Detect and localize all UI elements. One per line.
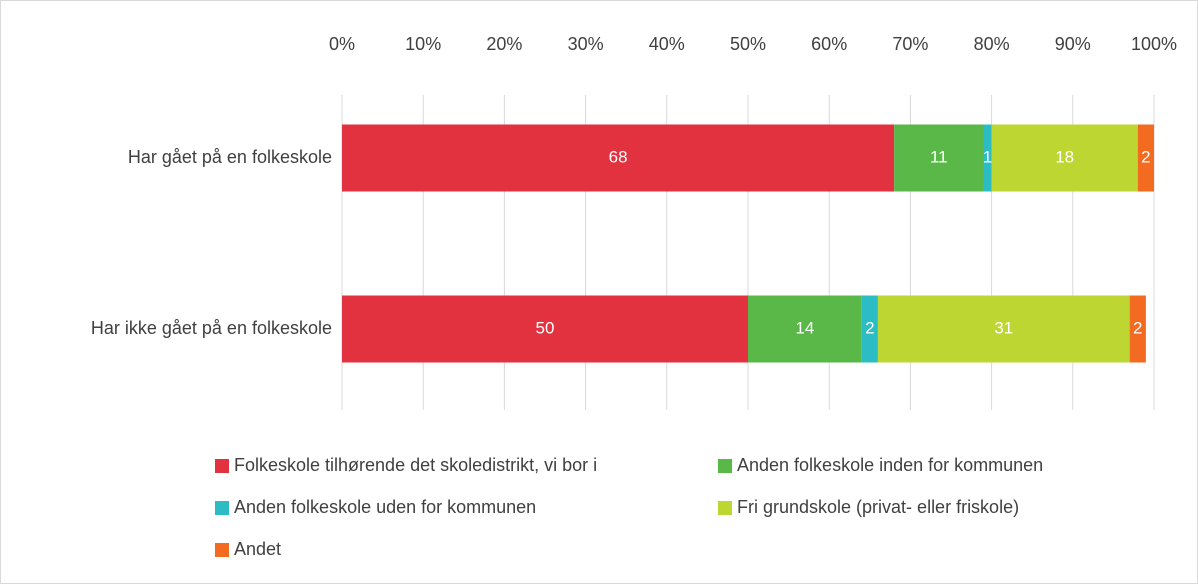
data-label: 50 (536, 318, 555, 337)
data-label: 68 (609, 147, 628, 166)
x-tick-label: 10% (405, 34, 441, 54)
data-label: 2 (1133, 318, 1142, 337)
bar-segment (342, 295, 748, 363)
y-tick-label: Har ikke gået på en folkeskole (91, 318, 332, 338)
bar-segment (894, 124, 984, 192)
bar-segment (1137, 124, 1154, 192)
y-tick-label: Har gået på en folkeskole (128, 147, 332, 167)
bar-segment (991, 124, 1138, 192)
data-label: 11 (930, 147, 948, 166)
bar-segment (1129, 295, 1146, 363)
x-tick-label: 60% (811, 34, 847, 54)
data-label: 2 (1141, 147, 1150, 166)
legend-swatch (718, 501, 732, 515)
x-tick-label: 70% (892, 34, 928, 54)
bar-segment (748, 295, 862, 363)
bar-segment (983, 124, 992, 192)
x-tick-label: 100% (1131, 34, 1177, 54)
x-tick-label: 20% (486, 34, 522, 54)
bar-segment (861, 295, 878, 363)
data-label: 14 (795, 318, 814, 337)
legend-label: Folkeskole tilhørende det skoledistrikt,… (234, 455, 597, 475)
x-tick-label: 0% (329, 34, 355, 54)
x-tick-label: 40% (649, 34, 685, 54)
bar-segment (342, 124, 895, 192)
legend-swatch (215, 543, 229, 557)
legend-label: Andet (234, 539, 281, 559)
legend-label: Anden folkeskole inden for kommunen (737, 455, 1043, 475)
bar-segment (877, 295, 1130, 363)
legend-label: Anden folkeskole uden for kommunen (234, 497, 536, 517)
legend-swatch (215, 459, 229, 473)
data-label: 2 (865, 318, 874, 337)
x-tick-label: 80% (974, 34, 1010, 54)
data-label: 31 (994, 318, 1013, 337)
data-label: 18 (1055, 147, 1074, 166)
x-tick-label: 90% (1055, 34, 1091, 54)
x-tick-label: 50% (730, 34, 766, 54)
x-tick-label: 30% (568, 34, 604, 54)
legend-swatch (215, 501, 229, 515)
legend-label: Fri grundskole (privat- eller friskole) (737, 497, 1019, 517)
data-label: 1 (983, 147, 992, 166)
legend-swatch (718, 459, 732, 473)
